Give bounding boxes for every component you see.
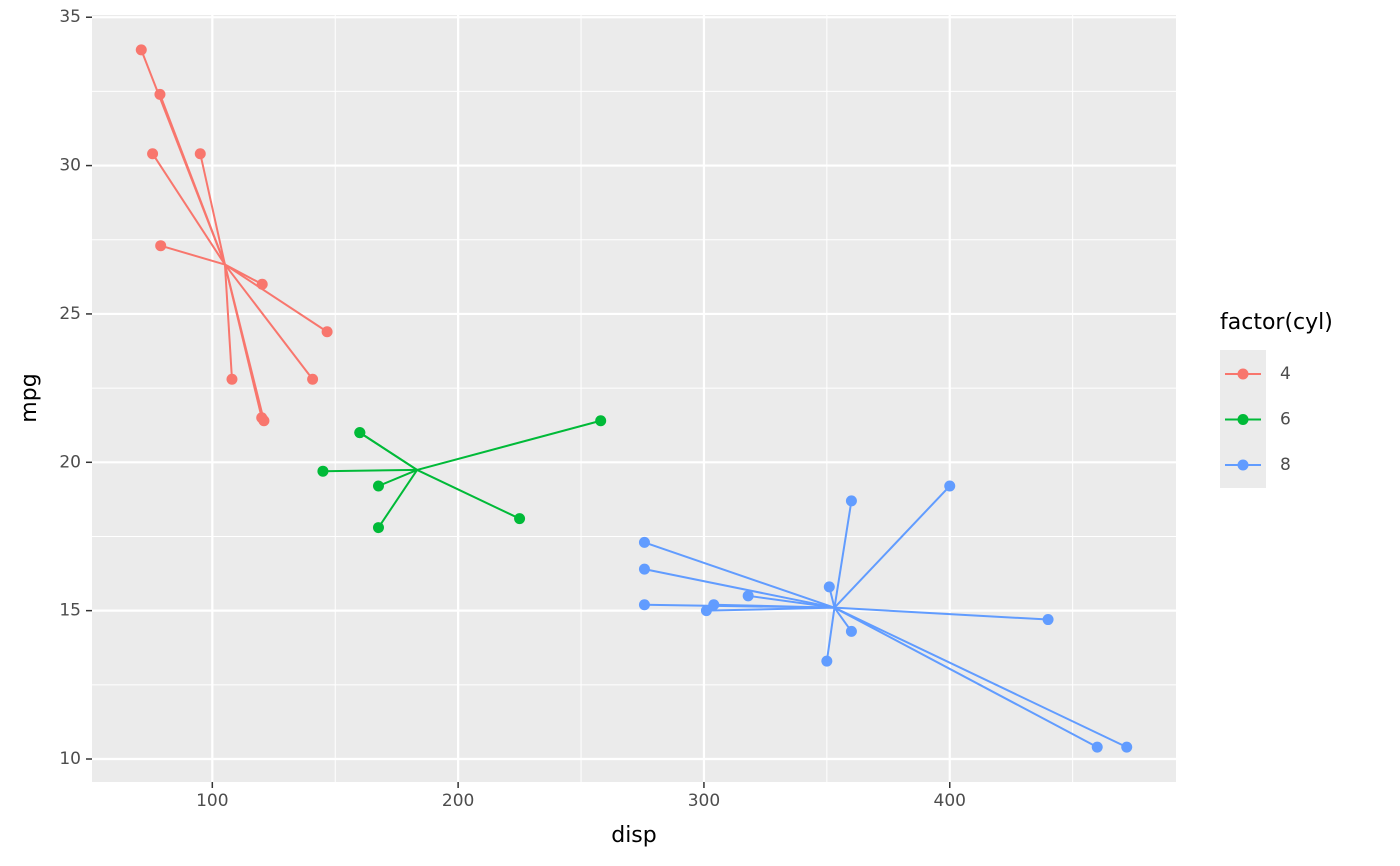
segment [224,263,314,380]
y-tick-label: 25 [59,304,81,324]
point [944,480,956,492]
x-tick-label: 100 [196,791,228,811]
point [258,415,270,427]
segment [378,468,418,487]
segment [644,541,835,609]
segment [416,419,601,471]
point [708,599,720,611]
legend-title: factor(cyl) [1220,310,1333,335]
point [821,655,833,667]
legend-key-point [1237,368,1249,380]
point [1042,614,1054,626]
point [845,495,857,507]
point [194,148,206,160]
point [638,563,650,575]
point [1121,741,1133,753]
segment [199,153,226,265]
segment [833,485,951,609]
segment [322,468,418,473]
x-tick-label: 200 [442,791,474,811]
point [514,513,526,525]
segment [748,594,835,609]
legend-label: 6 [1280,410,1291,430]
point [155,240,167,252]
segment [359,431,418,471]
segment [644,568,835,609]
segment [223,264,233,380]
segment [223,264,265,421]
legend-key-point [1237,414,1249,425]
segment [833,500,853,608]
segment [706,606,835,612]
y-tick-label: 10 [59,749,81,769]
x-tick-label: 300 [688,791,720,811]
x-axis-title: disp [611,823,657,848]
point [317,465,329,477]
y-tick-label: 35 [59,7,81,27]
segment [160,244,226,266]
point [372,480,384,492]
x-tick-label: 400 [934,791,966,811]
segment [833,606,1098,749]
y-tick-label: 30 [59,156,81,176]
segment [416,469,521,520]
point [307,373,319,385]
segment [140,49,226,265]
segment [377,469,418,529]
y-tick-label: 15 [59,601,81,621]
segment [825,607,836,662]
segment [224,263,328,333]
legend-key-point [1237,459,1249,471]
panel [92,15,1176,782]
segment [834,606,1049,621]
segment [834,606,1128,749]
point [742,590,754,602]
y-axis-title: mpg [17,373,42,422]
legend-label: 8 [1280,455,1291,475]
point [700,605,712,617]
point [154,88,166,100]
point [845,625,857,637]
segment [224,263,263,286]
point [256,278,268,290]
segment [151,153,226,266]
point [226,373,238,385]
point [321,326,333,338]
legend-label: 4 [1280,364,1291,384]
y-tick-label: 20 [59,452,81,472]
point [147,148,159,160]
point [823,581,835,593]
point [595,415,607,427]
point [354,427,366,439]
point [1091,741,1103,753]
point [638,599,650,611]
point [135,44,147,56]
point [638,536,650,548]
point [372,522,384,534]
